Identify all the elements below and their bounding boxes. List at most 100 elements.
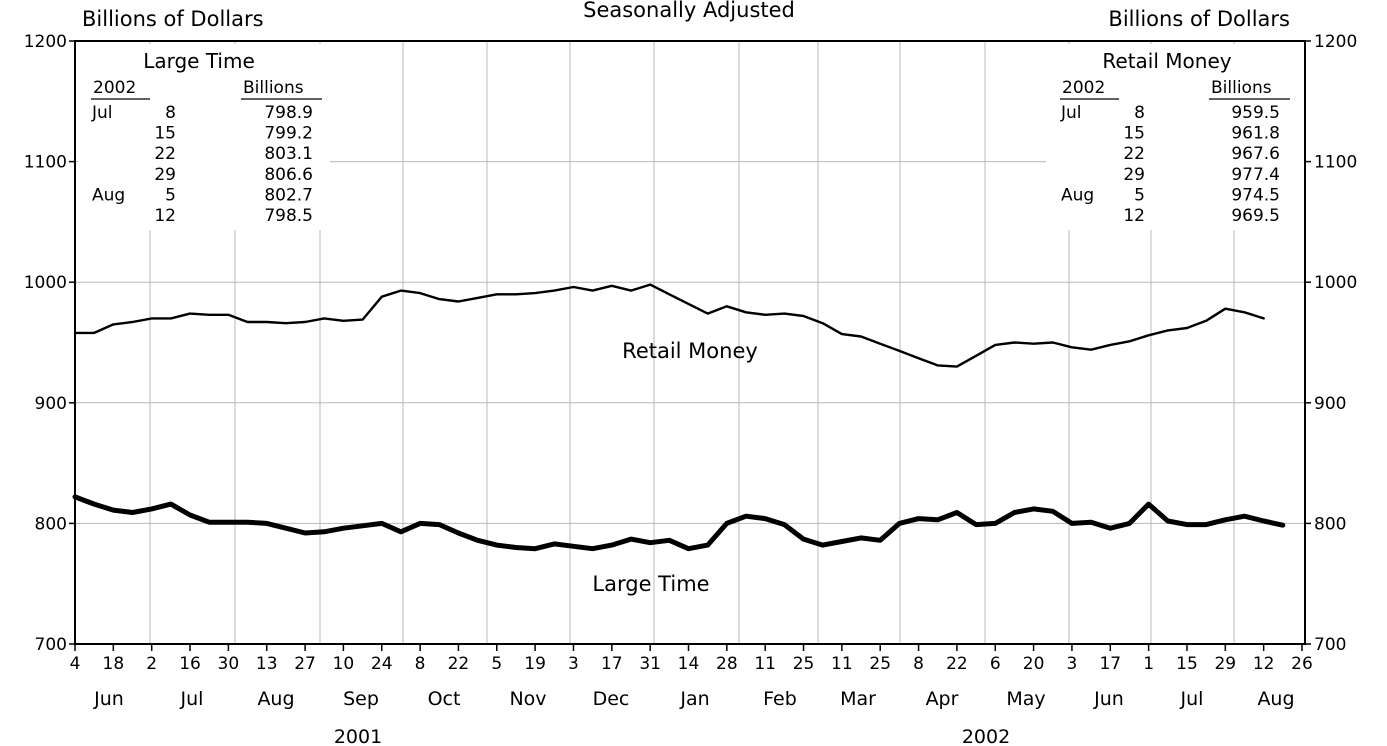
right-unit-label: Billions of Dollars bbox=[1108, 7, 1290, 31]
inset-retail-money-value-header: Billions bbox=[1211, 78, 1272, 98]
x-tick-label: 8 bbox=[913, 654, 924, 674]
inset-large-time-year: 2002 bbox=[93, 78, 136, 98]
x-tick-label: 27 bbox=[294, 654, 316, 674]
month-label: May bbox=[1006, 688, 1045, 710]
x-tick-label: 14 bbox=[678, 654, 700, 674]
month-label: Jan bbox=[679, 688, 709, 710]
x-tick-label: 16 bbox=[179, 654, 201, 674]
inset-row-value: 806.6 bbox=[264, 165, 313, 185]
x-tick-label: 28 bbox=[716, 654, 738, 674]
inset-row-value: 977.4 bbox=[1231, 165, 1280, 185]
inset-large-time-title: Large Time bbox=[143, 49, 255, 73]
y-tick-label-right: 900 bbox=[1314, 394, 1346, 414]
y-tick-label-right: 700 bbox=[1314, 635, 1346, 655]
month-label: Aug bbox=[257, 688, 294, 710]
x-tick-label: 31 bbox=[639, 654, 661, 674]
y-axes: 700 700 800 800 900 900 1000 1000 1100 1100 1200 12… bbox=[24, 32, 1358, 655]
inset-large-time: Large Time 2002 Billions Jul 8 798.9 15 799.… bbox=[91, 49, 322, 226]
inset-row-value: 961.8 bbox=[1231, 124, 1280, 144]
y-tick-label-left: 800 bbox=[35, 514, 67, 534]
inset-row-value: 799.2 bbox=[264, 124, 313, 144]
inset-retail-money-year: 2002 bbox=[1062, 78, 1105, 98]
y-tick-label-left: 900 bbox=[35, 394, 67, 414]
inset-mask-left bbox=[78, 44, 330, 230]
left-unit-label: Billions of Dollars bbox=[82, 7, 264, 31]
inset-row-value: 798.5 bbox=[264, 206, 313, 226]
inset-large-time-value-header: Billions bbox=[243, 78, 304, 98]
x-tick-label: 17 bbox=[601, 654, 623, 674]
inset-mask-right bbox=[1046, 44, 1304, 230]
x-tick-label: 18 bbox=[103, 654, 125, 674]
plot-frame bbox=[74, 40, 1306, 645]
chart-subtitle: Seasonally Adjusted bbox=[583, 0, 795, 22]
x-tick-label: 3 bbox=[568, 654, 579, 674]
y-tick-label-right: 800 bbox=[1314, 514, 1346, 534]
inset-retail-money-title: Retail Money bbox=[1102, 49, 1231, 73]
inset-row-day: 29 bbox=[1123, 165, 1145, 185]
x-tick-label: 11 bbox=[831, 654, 853, 674]
retail-money-annotation: Retail Money bbox=[622, 339, 758, 363]
month-label: Oct bbox=[428, 688, 461, 710]
y-tick-label-right: 1000 bbox=[1314, 273, 1357, 293]
x-tick-label: 24 bbox=[371, 654, 393, 674]
month-label: Jul bbox=[1180, 688, 1204, 710]
month-label: Dec bbox=[593, 688, 630, 710]
x-tick-label: 25 bbox=[869, 654, 891, 674]
inset-row-month: Aug bbox=[92, 185, 125, 205]
month-label: Mar bbox=[840, 688, 876, 710]
year-label: 2002 bbox=[962, 726, 1010, 746]
inset-row-value: 969.5 bbox=[1231, 206, 1280, 226]
inset-row-day: 29 bbox=[154, 165, 176, 185]
retail-money-line bbox=[73, 283, 1265, 368]
x-tick-label: 26 bbox=[1291, 654, 1313, 674]
inset-row-day: 22 bbox=[154, 144, 176, 164]
y-tick-label-left: 1000 bbox=[24, 273, 67, 293]
inset-large-time-rows: Jul 8 798.9 15 799.2 22 803.1 29 806.6 Aug 5 802.7 1… bbox=[91, 103, 313, 226]
large-time-line bbox=[72, 494, 1286, 552]
y-tick-label-right: 1200 bbox=[1314, 32, 1357, 52]
x-tick-label: 19 bbox=[524, 654, 546, 674]
x-tick-label: 5 bbox=[491, 654, 502, 674]
month-label: Nov bbox=[509, 688, 546, 710]
large-time-annotation: Large Time bbox=[592, 572, 709, 596]
x-tick-label: 17 bbox=[1099, 654, 1121, 674]
inset-row-month: Jul bbox=[1060, 103, 1082, 123]
x-tick-label: 13 bbox=[256, 654, 278, 674]
inset-row-value: 974.5 bbox=[1231, 185, 1280, 205]
x-tick-label: 11 bbox=[754, 654, 776, 674]
inset-retail-money: Retail Money 2002 Billions Jul 8 959.5 15 96… bbox=[1060, 49, 1290, 226]
month-label: Apr bbox=[926, 688, 959, 710]
x-tick-label: 22 bbox=[448, 654, 470, 674]
y-tick-label-left: 1100 bbox=[24, 153, 67, 173]
inset-row-day: 5 bbox=[165, 185, 176, 205]
y-tick-label-left: 1200 bbox=[24, 32, 67, 52]
x-tick-label: 22 bbox=[946, 654, 968, 674]
x-tick-label: 6 bbox=[990, 654, 1001, 674]
inset-row-day: 22 bbox=[1123, 144, 1145, 164]
x-tick-label: 20 bbox=[1023, 654, 1045, 674]
x-tick-label: 1 bbox=[1143, 654, 1154, 674]
x-tick-label: 4 bbox=[70, 654, 81, 674]
inset-row-day: 15 bbox=[154, 124, 176, 144]
month-label: Jun bbox=[93, 688, 124, 710]
series-lines bbox=[72, 283, 1286, 552]
x-tick-label: 10 bbox=[333, 654, 355, 674]
inset-retail-money-rows: Jul 8 959.5 15 961.8 22 967.6 29 977.4 Aug 5 974.5 1… bbox=[1060, 103, 1280, 226]
month-label: Feb bbox=[763, 688, 797, 710]
inset-row-value: 803.1 bbox=[264, 144, 313, 164]
inset-row-day: 8 bbox=[1134, 103, 1145, 123]
y-tick-label-right: 1100 bbox=[1314, 153, 1357, 173]
inset-masks bbox=[78, 44, 1304, 230]
x-tick-label: 15 bbox=[1176, 654, 1198, 674]
x-axis: 4 18 2 16 30 13 27 10 24 8 22 5 19 3 17 31 14 28 11 25 11 25 8… bbox=[70, 644, 1313, 746]
x-tick-label: 12 bbox=[1253, 654, 1275, 674]
inset-row-day: 12 bbox=[1123, 206, 1145, 226]
inset-row-day: 12 bbox=[154, 206, 176, 226]
x-tick-label: 8 bbox=[415, 654, 426, 674]
inset-row-value: 959.5 bbox=[1231, 103, 1280, 123]
x-tick-label: 29 bbox=[1214, 654, 1236, 674]
x-tick-label: 25 bbox=[793, 654, 815, 674]
inset-row-value: 967.6 bbox=[1231, 144, 1280, 164]
y-tick-label-left: 700 bbox=[35, 635, 67, 655]
